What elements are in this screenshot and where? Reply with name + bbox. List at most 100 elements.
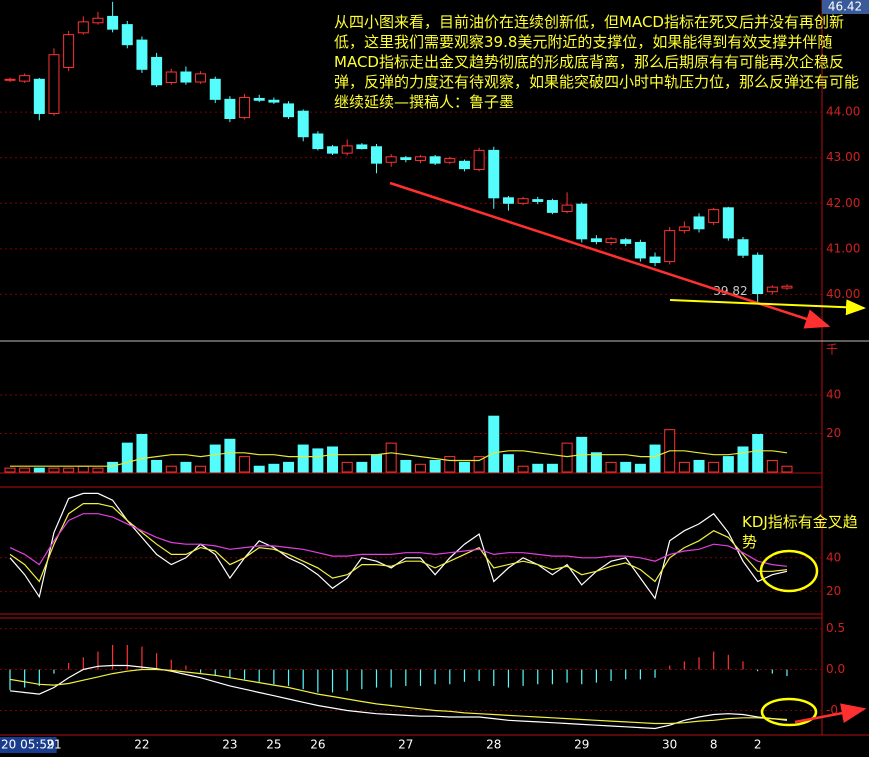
candle-body bbox=[620, 239, 632, 244]
y-unit: 千 bbox=[826, 343, 838, 357]
bar bbox=[473, 456, 485, 473]
candle-body bbox=[400, 157, 412, 161]
candle-body bbox=[693, 216, 705, 230]
candle-body bbox=[678, 226, 690, 232]
bar bbox=[766, 459, 778, 473]
series-line bbox=[9, 664, 788, 730]
candle-body bbox=[209, 78, 221, 100]
candle-body bbox=[180, 71, 192, 83]
bar bbox=[532, 463, 544, 473]
candle-body bbox=[371, 146, 382, 164]
candle-body bbox=[766, 286, 778, 293]
y-tick-label: 40.00 bbox=[826, 287, 860, 301]
bar bbox=[63, 467, 75, 473]
bar bbox=[107, 461, 119, 473]
bar bbox=[33, 467, 45, 473]
bar bbox=[400, 459, 412, 473]
bar bbox=[708, 461, 720, 473]
x-tick-label: 28 bbox=[486, 738, 501, 752]
x-tick-label: 22 bbox=[134, 738, 149, 752]
bar bbox=[444, 456, 456, 473]
candle-body bbox=[781, 285, 793, 289]
bar bbox=[414, 463, 426, 473]
y-tick-label: 20 bbox=[826, 426, 841, 440]
bar bbox=[356, 461, 368, 473]
y-tick-label: 0.5 bbox=[826, 621, 845, 635]
candle-body bbox=[195, 73, 207, 83]
y-tick-label: 41.00 bbox=[826, 241, 860, 255]
candle-body bbox=[341, 145, 353, 154]
y-tick-label: 43.00 bbox=[826, 150, 860, 164]
candle-body bbox=[77, 21, 89, 34]
candle-body bbox=[33, 78, 45, 114]
bar bbox=[737, 446, 749, 473]
candle-body bbox=[532, 199, 544, 202]
candle-body bbox=[634, 241, 646, 259]
bar bbox=[77, 465, 89, 473]
bar bbox=[752, 433, 764, 473]
candle-body bbox=[649, 256, 661, 264]
bar bbox=[180, 461, 192, 473]
series-line bbox=[9, 503, 788, 583]
candle-body bbox=[429, 156, 441, 164]
candle-body bbox=[253, 97, 265, 101]
candle-body bbox=[283, 103, 295, 118]
x-tick-label: 23 bbox=[222, 738, 237, 752]
candle-body bbox=[224, 98, 236, 119]
candle-body bbox=[722, 207, 734, 239]
candle-body bbox=[444, 158, 456, 163]
series-line bbox=[9, 492, 788, 600]
candle-body bbox=[4, 78, 16, 81]
max-label: 46.42 bbox=[828, 0, 862, 14]
candle-body bbox=[737, 239, 749, 256]
bar bbox=[19, 467, 31, 473]
bar bbox=[165, 465, 177, 473]
annotation: KDJ指标有金叉趋势 bbox=[742, 513, 858, 551]
candle-body bbox=[488, 149, 500, 199]
candle-body bbox=[473, 149, 485, 171]
x-tick-label: 27 bbox=[398, 738, 413, 752]
bar bbox=[458, 461, 470, 473]
x-tick-label: 29 bbox=[574, 738, 589, 752]
candle-body bbox=[546, 200, 558, 213]
bar bbox=[224, 438, 236, 473]
x-tick-label: 25 bbox=[266, 738, 281, 752]
bar bbox=[634, 463, 646, 473]
bar bbox=[385, 442, 397, 473]
bar bbox=[649, 444, 661, 473]
bar bbox=[48, 467, 60, 473]
bar bbox=[561, 442, 573, 473]
y-tick-label: 0.0 bbox=[826, 662, 845, 676]
y-tick-label: 20 bbox=[826, 584, 841, 598]
bar bbox=[209, 444, 221, 473]
candle-body bbox=[502, 197, 514, 204]
bar bbox=[546, 463, 558, 473]
bar bbox=[722, 456, 734, 473]
highlight-ellipse bbox=[759, 549, 819, 593]
bar bbox=[327, 446, 339, 473]
annotation: 从四小图来看，目前油价在连续创新低，但MACD指标在死叉后并没有再创新低，这里我… bbox=[334, 13, 860, 111]
highlight-ellipse bbox=[760, 697, 818, 727]
candle-body bbox=[312, 133, 324, 150]
y-tick-label: 40 bbox=[826, 388, 841, 402]
y-tick-label: 44.00 bbox=[826, 105, 860, 119]
bar bbox=[590, 452, 602, 473]
candle-body bbox=[385, 156, 397, 163]
bar bbox=[253, 465, 265, 473]
series-line bbox=[9, 668, 788, 725]
candle-body bbox=[92, 17, 104, 24]
candle-body bbox=[121, 24, 133, 46]
bar bbox=[693, 459, 705, 473]
y-tick-label: 42.00 bbox=[826, 196, 860, 210]
bar bbox=[121, 442, 133, 473]
y-tick-label: 40 bbox=[826, 550, 841, 564]
candle-body bbox=[297, 110, 309, 138]
max-label-bg bbox=[822, 0, 869, 14]
candle-body bbox=[19, 75, 31, 82]
candle-body bbox=[664, 230, 676, 263]
bar bbox=[312, 448, 324, 473]
bar bbox=[605, 461, 617, 473]
bar bbox=[517, 465, 529, 473]
candle-body bbox=[752, 254, 764, 295]
candle-body bbox=[327, 146, 339, 154]
